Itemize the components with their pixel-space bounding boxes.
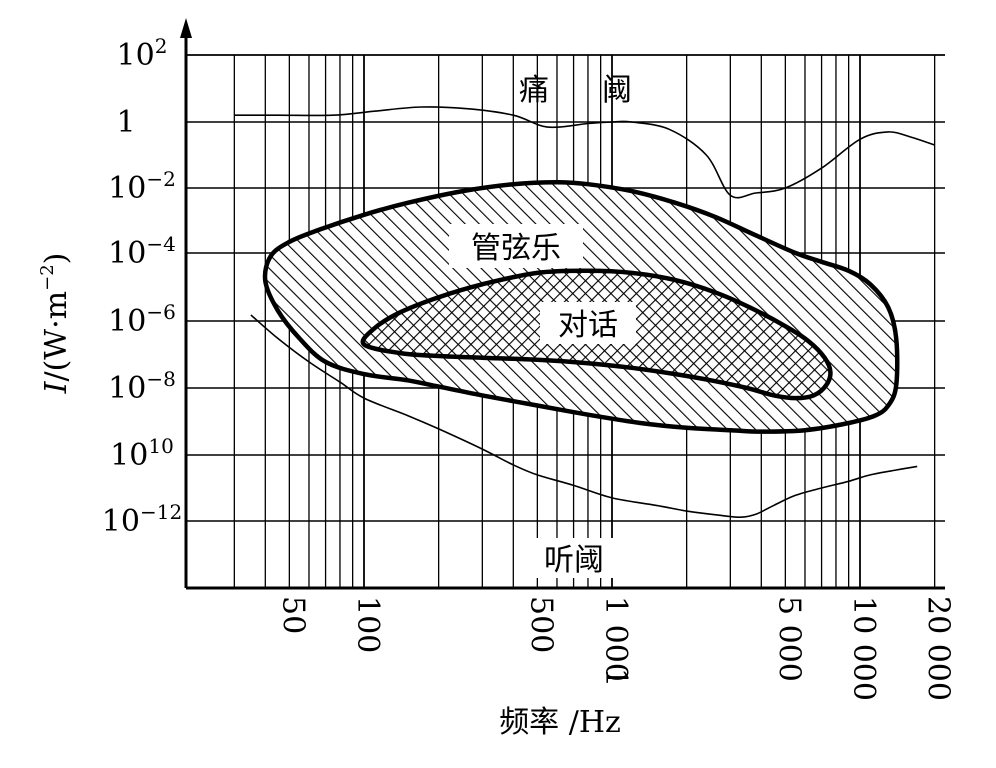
- label-pain-char2: 阈: [602, 73, 632, 108]
- label-speech-bg: [540, 302, 636, 344]
- line-hearing-threshold: [250, 314, 918, 519]
- x-tick-label-4: 5 000: [771, 596, 806, 682]
- y-tick-label-6: 1010: [110, 434, 174, 473]
- y-tick-label-3: 10−4: [108, 232, 176, 271]
- x-tick-label-2: 500: [523, 596, 558, 653]
- label-pain-char1: 痛: [519, 73, 549, 108]
- x-tick-label-5: 10 000: [846, 596, 881, 701]
- label-speech: 对话: [558, 308, 618, 343]
- x-axis-title: 频率 /Hz: [499, 705, 621, 740]
- x-tick-label-extra: 1: [598, 668, 633, 687]
- y-tick-label-5: 10−8: [108, 367, 176, 406]
- y-tick-labels: 102 1 10−2 10−4 10−6 10−8 1010 10−12: [102, 34, 182, 539]
- y-axis-title: I/(W·m−2): [37, 253, 74, 395]
- threshold-lines: [234, 106, 935, 519]
- label-orchestra: 管弦乐: [471, 231, 561, 266]
- label-orchestra-bg: [449, 224, 583, 268]
- x-tick-label-0: 50: [275, 596, 310, 634]
- line-pain-threshold: [234, 106, 935, 199]
- y-tick-label-2: 10−2: [108, 167, 176, 206]
- x-tick-label-1: 100: [350, 596, 385, 653]
- x-tick-labels: 50 100 500 1 000 5 000 10 000 20 000 1: [275, 596, 955, 701]
- label-hearing-bg: [526, 538, 622, 578]
- y-tick-label-0: 102: [117, 34, 168, 73]
- y-tick-label-1: 1: [116, 105, 135, 140]
- y-tick-label-4: 10−6: [108, 300, 176, 339]
- x-tick-label-3: 1 000: [598, 596, 633, 682]
- x-tick-label-6: 20 000: [921, 596, 956, 701]
- label-hearing: 听阈: [544, 543, 604, 578]
- y-tick-label-7: 10−12: [102, 500, 182, 539]
- y-axis-arrow: [180, 18, 192, 38]
